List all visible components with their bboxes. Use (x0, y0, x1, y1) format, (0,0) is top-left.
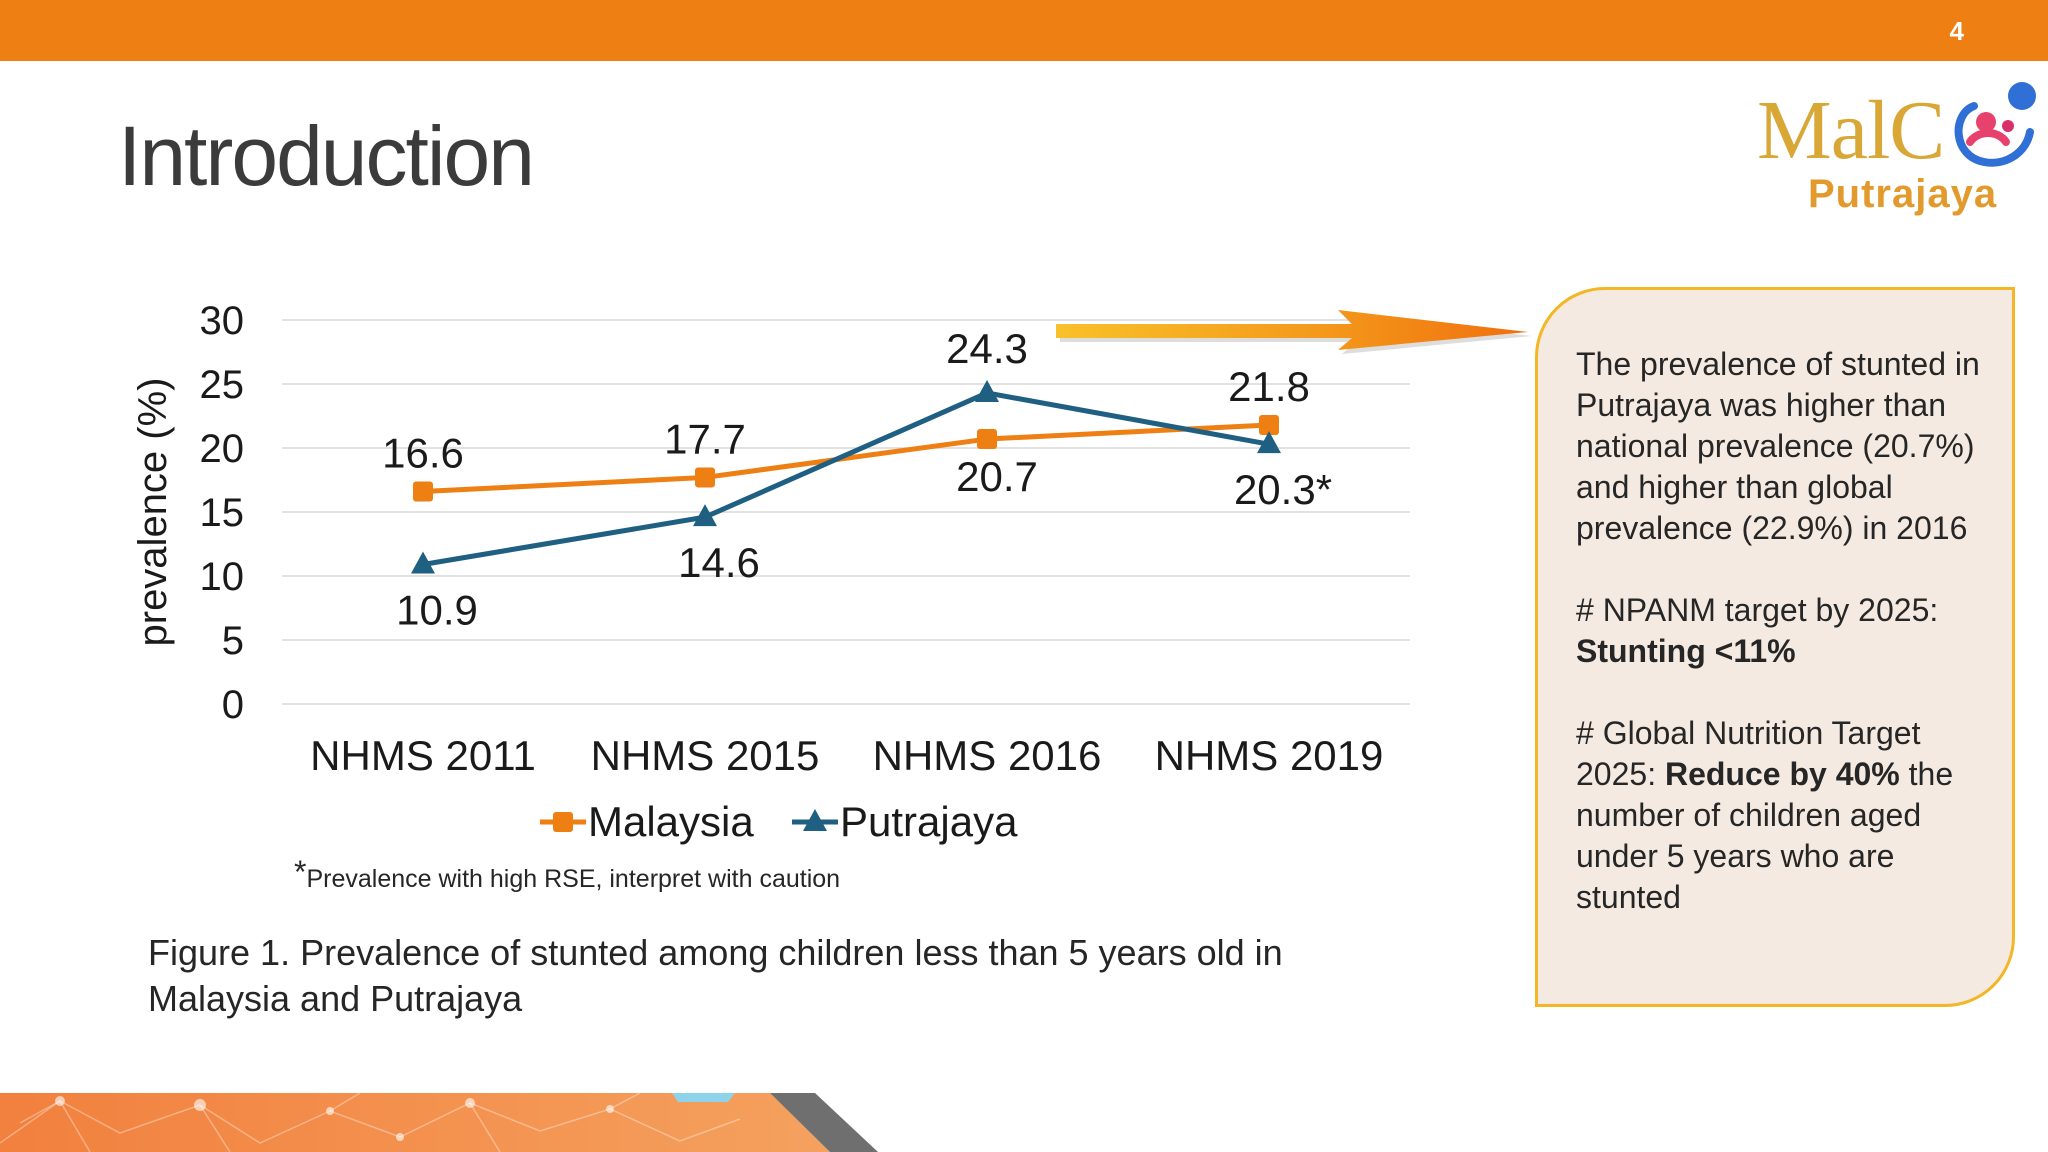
data-label: 16.6 (382, 430, 464, 477)
legend-label: Malaysia (588, 798, 754, 845)
data-label: 21.8 (1228, 363, 1310, 410)
data-label: 20.7 (956, 453, 1038, 500)
data-point-triangle (1257, 431, 1281, 454)
footer-decoration (0, 1093, 880, 1152)
npanm-target-label: # NPANM target by 2025: (1576, 592, 1939, 628)
data-point-square (413, 481, 433, 502)
data-label: 10.9 (396, 586, 478, 633)
series-line (422, 422, 1270, 495)
chart-footnote: *Prevalence with high RSE, interpret wit… (294, 854, 840, 894)
callout-paragraph-3: # Global Nutrition Target 2025: Reduce b… (1576, 713, 1982, 918)
data-label: 17.7 (664, 415, 746, 462)
y-tick-label: 30 (200, 299, 245, 343)
x-tick-label: NHMS 2011 (310, 732, 536, 779)
family-icon (1954, 82, 2036, 167)
footnote-text: Prevalence with high RSE, interpret with… (306, 865, 841, 893)
stunting-line-chart: 0 5 10 15 20 25 30 prevalence (%) NHMS 2011 NHMS … (131, 299, 1410, 845)
y-tick-label: 10 (200, 555, 245, 599)
data-point-square (695, 467, 715, 488)
callout-box: The prevalence of stunted in Putrajaya w… (1535, 287, 2015, 1007)
legend-marker-triangle (803, 809, 827, 831)
callout-paragraph-2: # NPANM target by 2025: Stunting <11% (1576, 590, 1982, 672)
slide-number: 4 (1949, 16, 1964, 46)
header-bar: 4 (0, 0, 2048, 61)
x-tick-label: NHMS 2016 (873, 732, 1102, 779)
series-line (422, 390, 1270, 567)
logo-word: MalC (1757, 84, 1945, 177)
legend-label: Putrajaya (840, 798, 1018, 845)
data-point-triangle (693, 504, 717, 527)
y-tick-label: 0 (222, 683, 244, 727)
figure-caption: Figure 1. Prevalence of stunted among ch… (148, 932, 1283, 1019)
data-point-square (1259, 414, 1279, 435)
data-label: 14.6 (678, 539, 760, 586)
global-target-text: the number of children aged under 5 year… (1576, 756, 1954, 915)
footnote-star: * (294, 854, 307, 890)
highlight-arrow (1056, 310, 1532, 354)
slide-title: Introduction (118, 109, 535, 203)
data-label: 20.3* (1234, 466, 1332, 513)
data-point-square (977, 429, 997, 450)
logo-subtitle: Putrajaya (1808, 172, 1998, 216)
y-tick-label: 25 (200, 363, 245, 407)
data-point-triangle (411, 551, 435, 574)
malco-logo: MalC Putrajaya (1752, 72, 2042, 222)
global-target-value: Reduce by 40% (1664, 756, 1900, 792)
y-tick-label: 5 (222, 619, 244, 663)
global-target-label: # Global Nutrition Target 2025: (1576, 715, 1921, 792)
x-tick-label: NHMS 2019 (1155, 732, 1384, 779)
y-tick-label: 15 (200, 491, 245, 535)
data-point-triangle (975, 379, 999, 402)
npanm-target-value: Stunting <11% (1576, 633, 1796, 669)
legend-marker-square (553, 812, 573, 832)
x-tick-label: NHMS 2015 (591, 732, 820, 779)
y-axis-label: prevalence (%) (131, 377, 175, 646)
data-label: 24.3 (946, 325, 1028, 372)
callout-paragraph-1: The prevalence of stunted in Putrajaya w… (1576, 346, 1980, 546)
y-tick-label: 20 (200, 427, 245, 471)
